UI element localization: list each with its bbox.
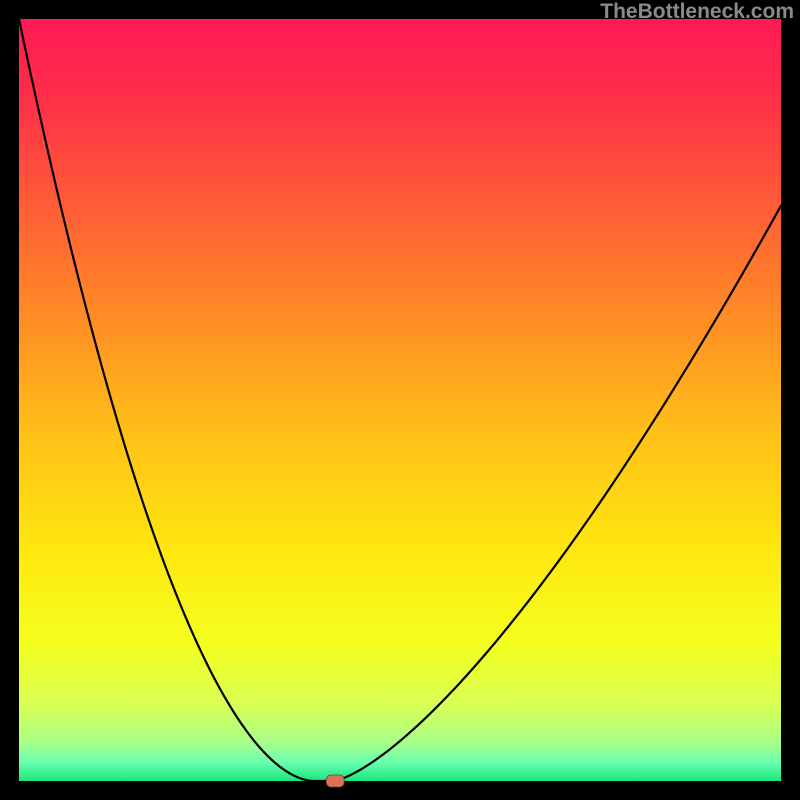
watermark-text: TheBottleneck.com [600,0,794,24]
optimum-marker [326,775,344,787]
chart-stage: TheBottleneck.com [0,0,800,800]
chart-svg [0,0,800,800]
